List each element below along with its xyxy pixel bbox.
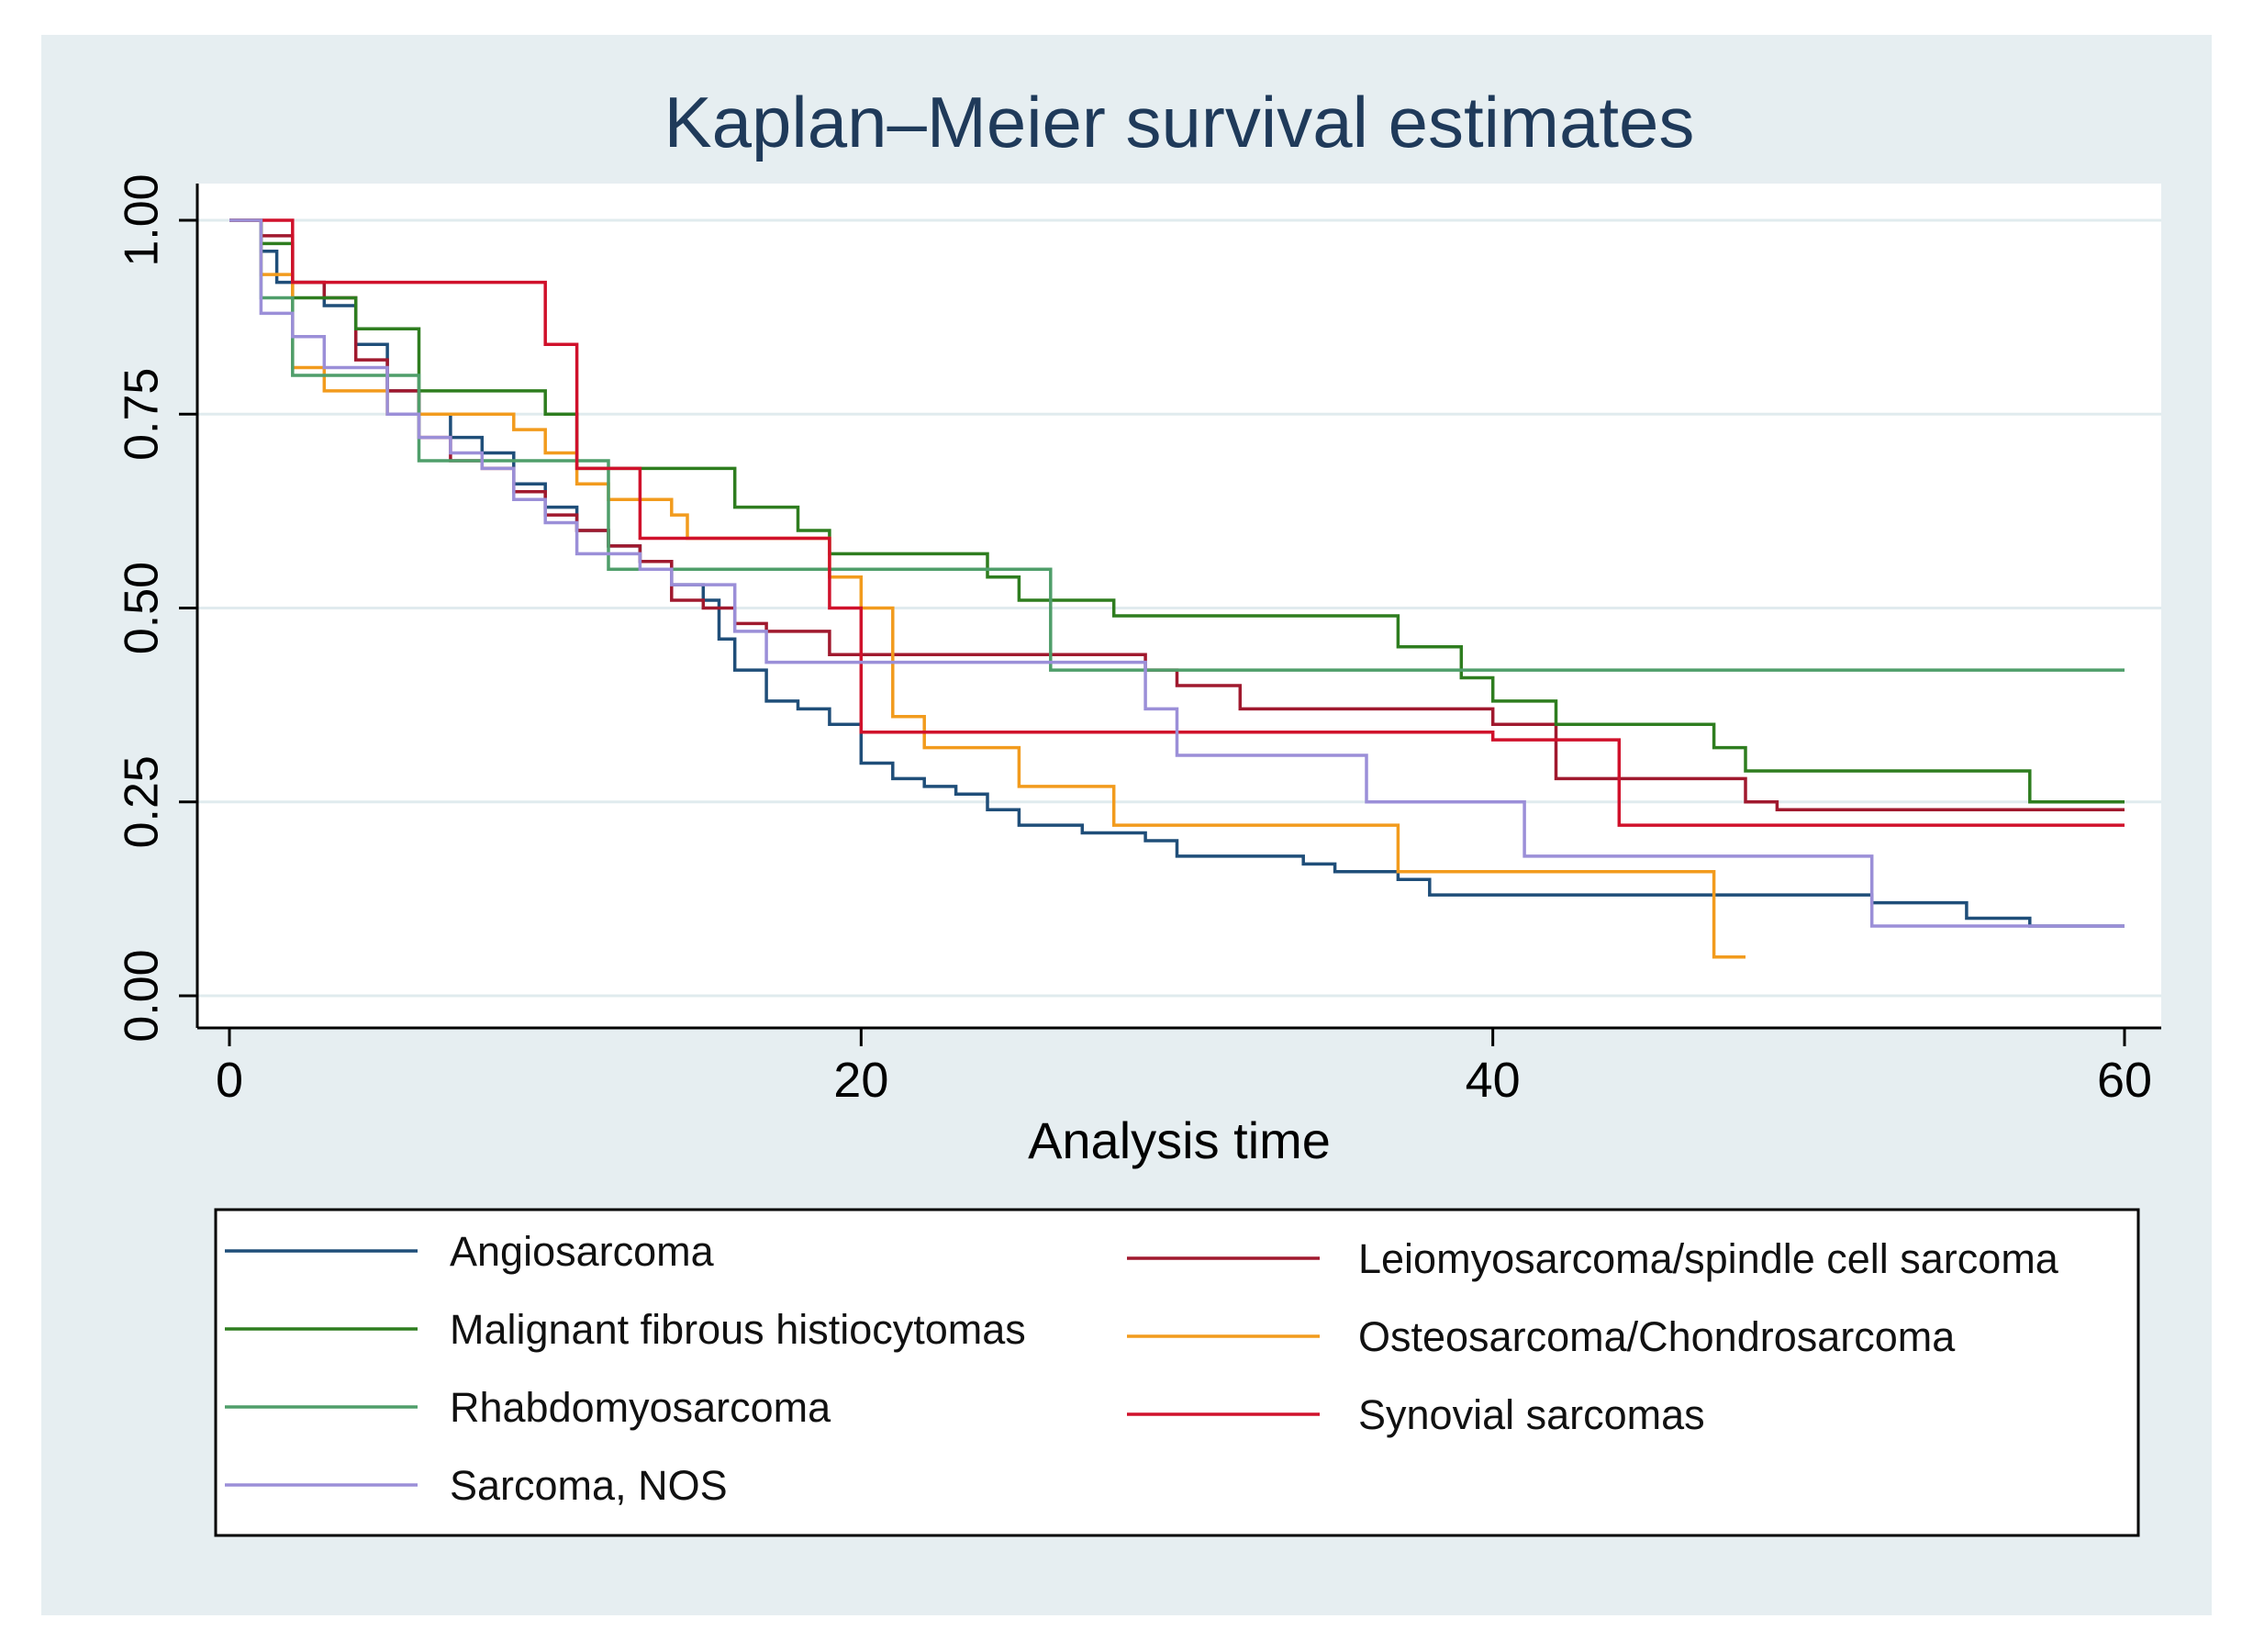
legend-box	[214, 1208, 2140, 1537]
legend-label: Rhabdomyosarcoma	[450, 1384, 831, 1431]
x-tick-label: 0	[216, 1053, 243, 1108]
y-tick-label: 0.25	[116, 755, 169, 848]
legend-label: Malignant fibrous histiocytomas	[450, 1306, 1026, 1353]
legend-label: Synovial sarcomas	[1358, 1391, 1705, 1438]
series-line-sarcoma-nos	[229, 218, 2125, 928]
legend-label: Angiosarcoma	[450, 1228, 715, 1275]
y-tick-label: 0.00	[116, 949, 169, 1042]
series-line-synovial-sarcomas	[229, 218, 2125, 827]
x-ticks: 0 20 40 60	[216, 1028, 2152, 1108]
y-tick-label: 0.75	[116, 368, 169, 461]
legend-label: Sarcoma, NOS	[450, 1462, 728, 1509]
x-tick-label: 40	[1466, 1053, 1521, 1108]
x-axis-label: Analysis time	[1028, 1111, 1331, 1169]
x-tick-label: 20	[833, 1053, 888, 1108]
legend: Angiosarcoma Leiomyosarcoma/spindle cell …	[225, 1228, 2059, 1509]
legend-label: Osteosarcoma/Chondrosarcoma	[1358, 1313, 1956, 1360]
y-tick-label: 0.50	[116, 562, 169, 654]
plot-area	[197, 184, 2161, 1028]
y-tick-label: 1.00	[116, 173, 169, 266]
chart-title: Kaplan–Meier survival estimates	[664, 82, 1695, 162]
legend-label: Leiomyosarcoma/spindle cell sarcoma	[1358, 1235, 2059, 1282]
series-group	[229, 218, 2125, 959]
x-tick-label: 60	[2097, 1053, 2152, 1108]
y-ticks: 0.00 0.25 0.50 0.75 1.00	[116, 173, 197, 1043]
series-line-osteosarcoma-chondrosarcoma	[229, 218, 1746, 959]
gridlines	[197, 218, 2161, 998]
series-line-malignant-fibrous-histiocytomas	[229, 218, 2125, 804]
